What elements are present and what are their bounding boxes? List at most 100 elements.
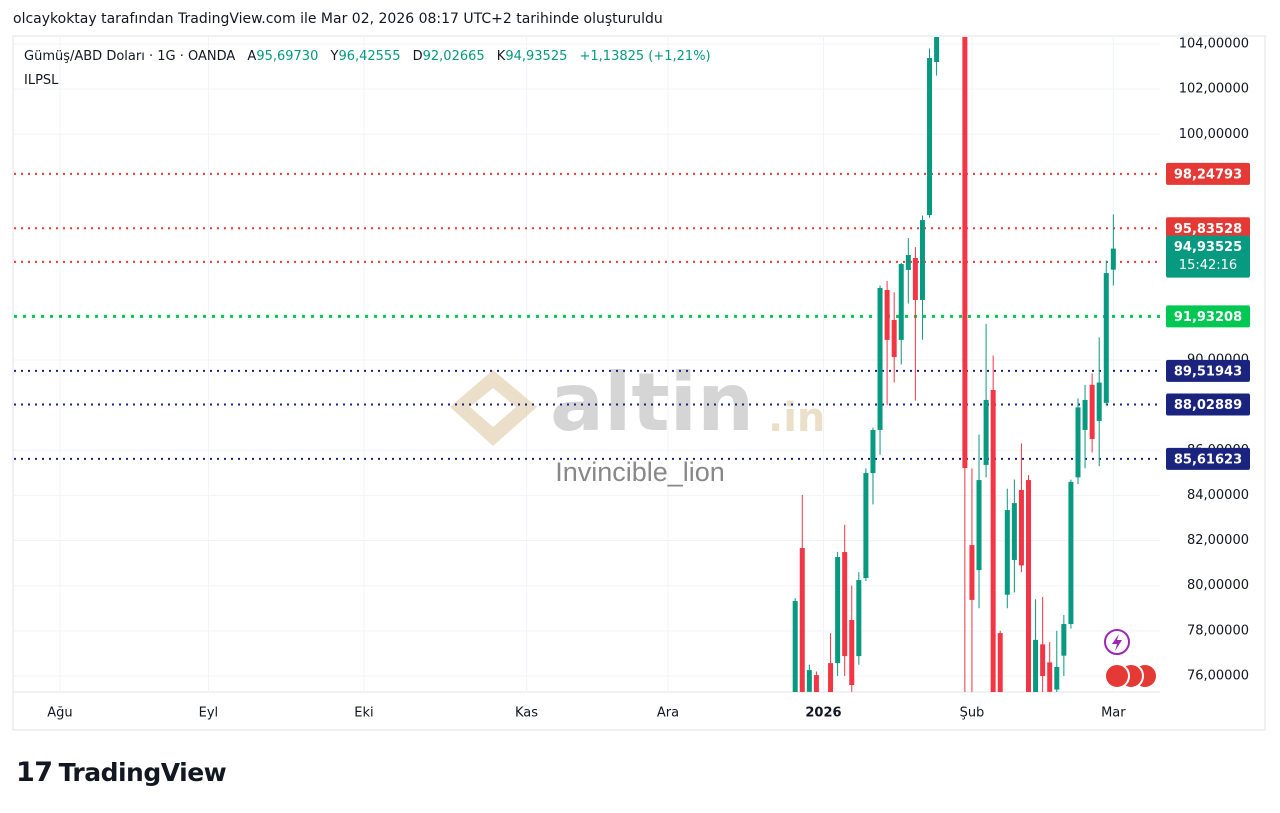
candle-body (976, 480, 982, 571)
indicator: ILPSL (24, 73, 59, 88)
candle-body (799, 547, 805, 692)
candle-body (1026, 480, 1032, 692)
candle-body (1110, 248, 1116, 270)
price-level-tag (1166, 305, 1250, 328)
candle-body (905, 255, 911, 270)
price-level-label: 88,02889 (1174, 398, 1242, 413)
price-level-tag (1166, 359, 1250, 382)
candle-body (1033, 639, 1039, 692)
candles (792, 37, 1116, 692)
candle-body (856, 580, 862, 657)
symbol: Gümüş/ABD Doları · 1G · OANDA (24, 49, 236, 64)
candle-body (1061, 624, 1067, 656)
candle-body (891, 320, 897, 358)
x-tick-label: Şub (960, 706, 985, 721)
axes: 76,00000 78,00000 80,00000 82,00000 84,00000… (47, 36, 1250, 721)
caption: olcaykoktay tarafından TradingView.com i… (13, 11, 663, 27)
price-level-label: 95,83528 (1174, 222, 1242, 237)
event-flag (1104, 663, 1130, 689)
x-tick-label: Eki (354, 706, 373, 721)
candle-body (1075, 407, 1081, 478)
y-tick-label: 84,00000 (1187, 488, 1249, 503)
price-level-label: 89,51943 (1174, 364, 1242, 379)
candle-body (842, 552, 848, 657)
candle-body (927, 57, 933, 216)
grid (14, 37, 1160, 692)
price-level-tag (1166, 393, 1250, 416)
candle-body (1040, 644, 1046, 676)
candle-body (919, 220, 925, 300)
candle-body (806, 670, 812, 692)
price-level-label: 85,61623 (1174, 452, 1242, 467)
open-label: A (247, 49, 257, 64)
last-price-tag (1166, 235, 1250, 278)
candle-body (990, 390, 996, 692)
x-tick-label: Ara (657, 706, 679, 721)
y-tick-label: 80,00000 (1187, 578, 1249, 593)
bar-countdown: 15:42:16 (1179, 258, 1237, 273)
close-value: 94,93525 (505, 49, 568, 64)
legend: Gümüş/ABD Doları · 1G · OANDA A95,69730 … (24, 49, 719, 64)
close-label: K (496, 49, 506, 64)
candle-body (898, 264, 904, 340)
price-level-tag (1166, 162, 1250, 185)
logo-mark: 17 (16, 757, 53, 788)
watermark-logo-inner (470, 388, 516, 427)
high-value: 96,42555 (338, 49, 401, 64)
change: +1,13825 (+1,21%) (579, 49, 711, 64)
candle-body (792, 601, 798, 692)
candle-body (835, 557, 841, 664)
watermark-author: Invincible_lion (555, 457, 725, 487)
candle-body (962, 37, 968, 469)
watermark-logo (450, 370, 537, 446)
candle-body (1096, 382, 1102, 421)
price-level-label: 91,93208 (1174, 310, 1242, 325)
candle-body (912, 257, 918, 300)
candle-body (1047, 662, 1053, 692)
y-tick-label: 78,00000 (1187, 623, 1249, 638)
price-level-tag (1166, 447, 1250, 470)
candle-body (1004, 510, 1010, 595)
low-label: D (412, 49, 423, 64)
high-label: Y (330, 49, 339, 64)
y-tick-label: 102,00000 (1179, 82, 1249, 97)
candle-body (828, 663, 834, 692)
y-tick-label: 100,00000 (1179, 127, 1249, 142)
candle-body (1054, 666, 1060, 690)
logo-text: TradingView (58, 758, 227, 787)
candle-body (870, 429, 876, 474)
x-tick-label: Ağu (47, 706, 72, 721)
candle-body (1018, 489, 1024, 566)
candle-body (983, 399, 989, 465)
x-tick-label: Kas (515, 706, 538, 721)
chart-frame (12, 35, 1266, 731)
candle-body (997, 633, 1003, 692)
watermark-suffix: .in (768, 395, 825, 441)
candle-body (969, 545, 975, 600)
y-tick-label: 82,00000 (1187, 533, 1249, 548)
low-value: 92,02665 (422, 49, 485, 64)
candle-body (877, 287, 883, 430)
candle-body (1082, 399, 1088, 430)
price-level-label: 98,24793 (1174, 167, 1242, 182)
x-tick-label: Eyl (199, 706, 219, 721)
y-tick-label: 104,00000 (1179, 36, 1249, 51)
y-tick-label: 76,00000 (1187, 668, 1249, 683)
candle-body (849, 619, 855, 686)
candle-body (1068, 481, 1074, 625)
alert-bolt (1112, 634, 1122, 651)
last-price-label: 94,93525 (1174, 240, 1242, 255)
candle-body (934, 37, 940, 63)
candle-body (1011, 503, 1017, 560)
icons (1104, 629, 1158, 689)
candle-body (1103, 273, 1109, 403)
x-tick-label: Mar (1101, 706, 1126, 721)
candle-body (863, 473, 869, 579)
price-level-tag (1166, 217, 1250, 240)
tradingview-logo: 17 TradingView (16, 757, 227, 788)
x-tick-label: 2026 (805, 706, 841, 721)
open-value: 95,69730 (256, 49, 319, 64)
candle-body (1089, 384, 1095, 439)
